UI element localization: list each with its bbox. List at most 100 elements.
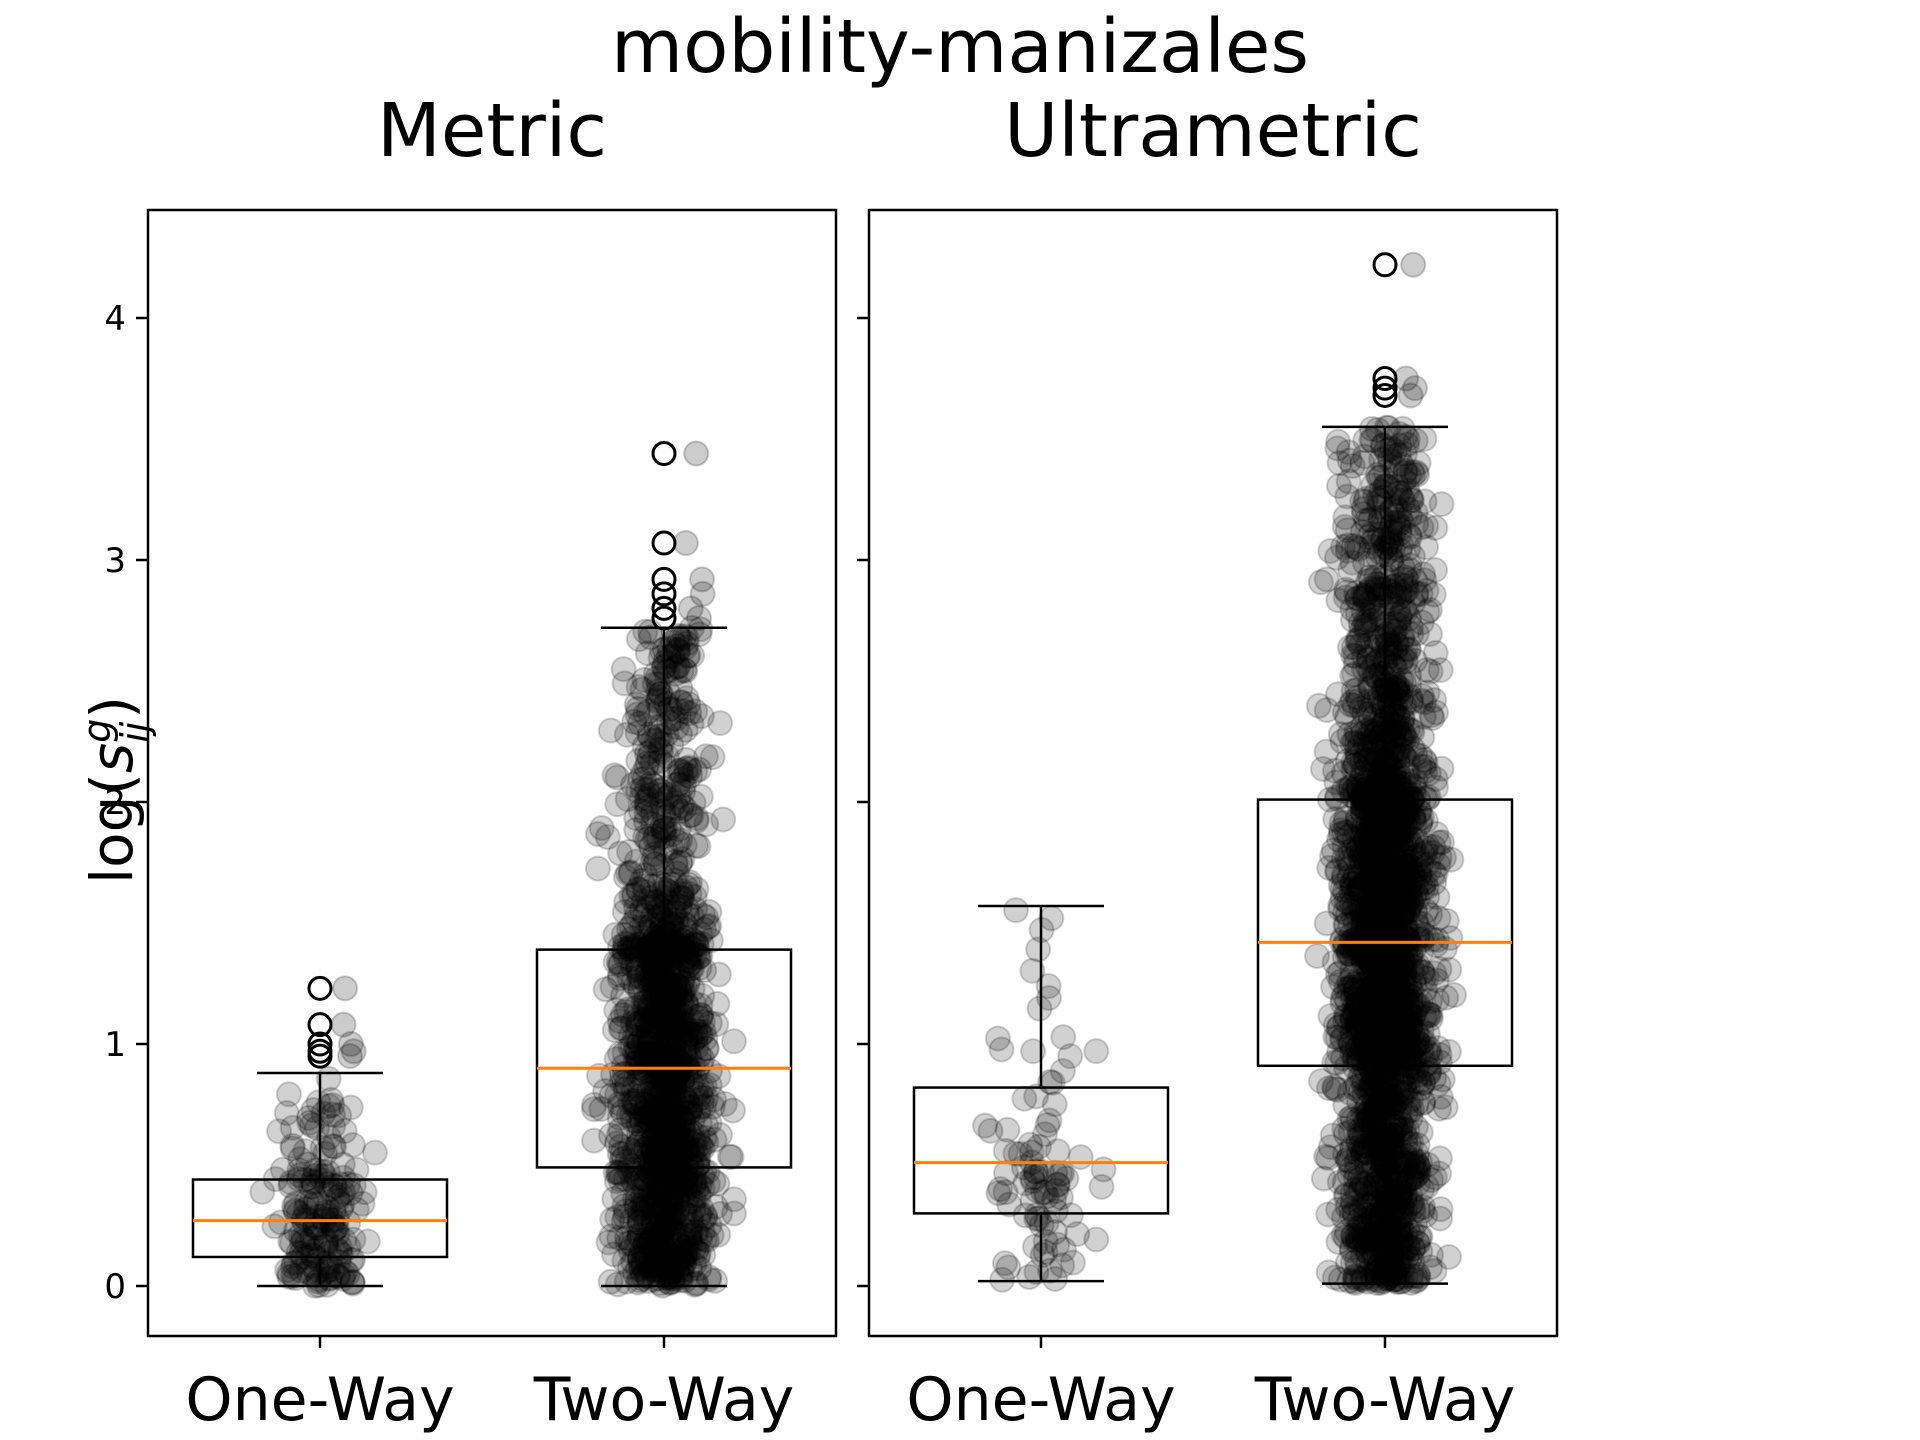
data-point	[685, 1137, 712, 1164]
data-point	[638, 1028, 665, 1055]
data-point	[1388, 483, 1415, 510]
data-point	[664, 1047, 691, 1074]
data-point	[1380, 876, 1407, 903]
data-point	[644, 1163, 671, 1190]
data-point	[329, 1265, 356, 1292]
data-point	[660, 1072, 687, 1099]
data-point	[610, 921, 637, 948]
data-point	[330, 1262, 357, 1289]
data-point	[286, 1157, 313, 1184]
data-point	[1377, 1204, 1404, 1231]
data-point	[685, 1144, 712, 1171]
data-point	[1410, 1069, 1437, 1096]
data-point	[601, 762, 628, 789]
data-point	[667, 1125, 694, 1152]
data-point	[679, 1106, 706, 1133]
data-point	[641, 1196, 668, 1223]
data-point	[641, 1125, 668, 1152]
data-point	[639, 810, 666, 837]
data-point	[1403, 510, 1430, 537]
data-point	[644, 1128, 671, 1155]
data-point	[689, 566, 716, 593]
data-point	[641, 964, 668, 991]
data-point	[669, 766, 696, 793]
data-point	[301, 1162, 328, 1189]
data-point	[642, 925, 669, 952]
data-point	[640, 772, 667, 799]
x-tick-label: One-Way	[906, 1365, 1175, 1435]
data-point	[287, 1222, 314, 1249]
data-point	[702, 1267, 729, 1294]
data-point	[644, 1103, 671, 1130]
data-point	[1344, 1073, 1371, 1100]
data-point	[656, 815, 683, 842]
data-point	[640, 954, 667, 981]
data-point	[619, 952, 646, 979]
data-point	[261, 1213, 288, 1240]
data-point	[1402, 647, 1429, 674]
data-point	[334, 1261, 361, 1288]
data-point	[617, 1089, 644, 1116]
data-point	[631, 1098, 658, 1125]
data-point	[659, 1163, 686, 1190]
data-point	[262, 1166, 289, 1193]
data-point	[581, 1091, 607, 1118]
data-point	[640, 984, 667, 1011]
data-point	[606, 1093, 633, 1120]
data-point	[282, 1218, 309, 1245]
data-point	[632, 993, 659, 1020]
data-point	[301, 1225, 328, 1252]
data-point	[1036, 1257, 1063, 1284]
data-point	[1372, 647, 1399, 674]
data-point	[651, 816, 678, 843]
data-point	[693, 1085, 720, 1112]
data-point	[628, 1108, 655, 1135]
data-point	[282, 1265, 309, 1292]
data-point	[312, 1259, 339, 1286]
data-point	[1358, 803, 1385, 830]
data-point	[290, 1243, 317, 1270]
data-point	[324, 1262, 351, 1289]
data-point	[1044, 1138, 1071, 1165]
data-point	[337, 1043, 364, 1070]
data-point	[658, 1186, 685, 1213]
data-point	[337, 1094, 364, 1121]
data-point	[282, 1198, 309, 1225]
data-point	[671, 1250, 698, 1277]
data-point	[312, 1226, 339, 1253]
data-point	[656, 1236, 683, 1263]
y-tick-label: 4	[104, 299, 126, 339]
data-point	[636, 936, 663, 963]
data-point	[639, 750, 666, 777]
data-point	[1327, 1266, 1354, 1293]
data-point	[305, 1246, 332, 1273]
data-point	[610, 1053, 637, 1080]
data-point	[633, 1209, 660, 1236]
data-point	[319, 1092, 346, 1119]
data-point	[665, 1166, 692, 1193]
data-point	[249, 1178, 276, 1205]
data-point	[633, 1147, 660, 1174]
data-point	[340, 1038, 367, 1065]
data-point	[671, 1226, 698, 1253]
data-point	[293, 1230, 320, 1257]
data-point	[1361, 1241, 1388, 1268]
data-point	[299, 1167, 326, 1194]
data-point	[661, 1138, 688, 1165]
data-point	[267, 1209, 294, 1236]
data-point	[1387, 1085, 1414, 1112]
data-point	[631, 902, 658, 929]
data-point	[318, 1086, 345, 1113]
data-point	[1011, 1085, 1038, 1112]
data-point	[277, 1169, 304, 1196]
data-point	[653, 784, 680, 811]
data-point	[337, 1179, 364, 1206]
data-point	[644, 1064, 671, 1091]
data-point	[335, 1209, 362, 1236]
data-point	[636, 781, 663, 808]
data-point	[691, 1124, 718, 1151]
data-point	[315, 1093, 342, 1120]
data-point	[584, 855, 611, 882]
data-point	[606, 1104, 633, 1131]
data-point	[1398, 1190, 1425, 1217]
